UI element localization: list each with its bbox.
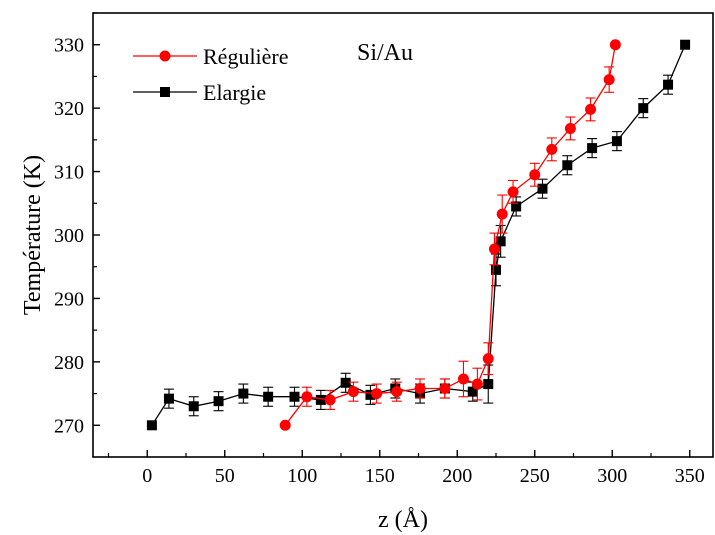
data-point [391, 386, 403, 398]
data-point [371, 388, 383, 400]
plot-frame [92, 12, 714, 458]
data-point [587, 143, 598, 154]
data-point [495, 236, 506, 247]
legend-item-enlarged: Elargie [133, 80, 266, 105]
data-point [491, 264, 501, 275]
data-point [188, 401, 199, 412]
data-point [324, 394, 336, 406]
y-tick-label: 310 [54, 162, 84, 184]
data-point [301, 391, 313, 403]
data-point [340, 377, 351, 388]
series-line [284, 44, 617, 426]
x-tick-label: 50 [215, 465, 235, 487]
data-point [562, 160, 573, 171]
data-point [439, 382, 451, 394]
data-point [347, 386, 359, 398]
data-point [289, 391, 300, 402]
y-axis-title: Température (K) [20, 155, 46, 315]
data-point [585, 103, 597, 115]
data-point [263, 391, 274, 402]
y-tick-label: 280 [54, 352, 84, 374]
x-axis-title: z (Å) [378, 507, 428, 533]
data-point [611, 136, 622, 147]
data-point [467, 386, 478, 397]
y-tick-label: 320 [54, 98, 84, 120]
data-point [471, 378, 483, 390]
x-tick-label: 300 [597, 465, 627, 487]
data-point [238, 388, 249, 399]
data-point [511, 201, 522, 212]
data-point [496, 208, 508, 220]
y-tick-label: 290 [54, 288, 84, 310]
x-tick-label: 350 [675, 465, 705, 487]
legend-label-regular: Régulière [203, 44, 289, 69]
x-tick-label: 200 [442, 465, 472, 487]
x-tick-label: 250 [520, 465, 550, 487]
data-point [365, 389, 376, 400]
data-point [603, 74, 615, 86]
y-tick-label: 300 [54, 225, 84, 247]
axis-ticks: 0 50 100 150 200 250 300 350 270 280 290 300 310 320 3… [54, 12, 705, 487]
data-point [564, 122, 576, 134]
legend-item-regular: Régulière [133, 44, 289, 69]
data-point [482, 353, 494, 365]
x-tick-label: 100 [287, 465, 317, 487]
data-point [414, 382, 426, 394]
data-point [483, 379, 494, 390]
series-regular [279, 39, 621, 431]
data-point [213, 396, 224, 407]
legend: Régulière Elargie [133, 44, 289, 105]
data-point [609, 39, 621, 51]
x-tick-label: 0 [142, 465, 152, 487]
legend-marker-regular [159, 50, 171, 62]
data-point [663, 79, 674, 90]
plot-series [146, 39, 691, 431]
data-point [507, 186, 519, 198]
data-point [537, 183, 548, 194]
x-tick-label: 150 [365, 465, 395, 487]
y-tick-label: 270 [54, 415, 84, 437]
data-point [163, 393, 174, 404]
data-point [279, 419, 291, 431]
chart-annotation: Si/Au [357, 40, 413, 66]
data-point [146, 420, 157, 431]
data-point [546, 143, 558, 155]
data-point [457, 373, 469, 385]
data-point [680, 39, 691, 50]
data-point [488, 243, 500, 255]
data-point [529, 169, 541, 181]
legend-label-enlarged: Elargie [203, 80, 266, 105]
data-point [638, 103, 649, 114]
legend-marker-enlarged [160, 87, 170, 97]
data-point [315, 394, 326, 405]
y-tick-label: 330 [54, 35, 84, 57]
